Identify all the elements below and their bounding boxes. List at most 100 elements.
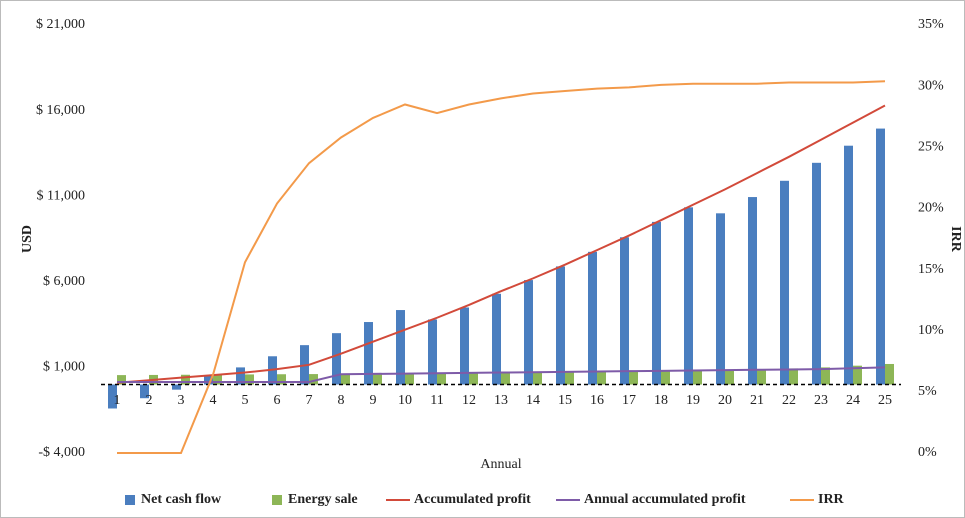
- bar: [876, 128, 885, 385]
- bar: [213, 374, 222, 385]
- line-series: [117, 80, 886, 454]
- x-tick-label: 10: [398, 393, 412, 408]
- legend-swatch: [125, 495, 135, 505]
- x-tick-label: 11: [430, 393, 443, 408]
- legend-label: Net cash flow: [141, 492, 222, 507]
- bar: [533, 372, 542, 385]
- y-tick-label: $ 16,000: [36, 103, 85, 118]
- bar: [501, 372, 510, 385]
- x-tick-label: 12: [462, 393, 476, 408]
- line-series: [116, 104, 886, 384]
- y2-tick-label: 10%: [918, 323, 944, 338]
- x-tick-label: 8: [338, 393, 345, 408]
- bar: [725, 369, 734, 385]
- bar: [181, 374, 190, 385]
- x-tick-label: 16: [590, 393, 604, 408]
- bar: [437, 373, 446, 385]
- bar: [885, 363, 894, 385]
- bar: [716, 213, 725, 385]
- y2-tick-label: 20%: [918, 201, 944, 216]
- legend-label: Energy sale: [288, 492, 358, 507]
- bar: [588, 251, 597, 385]
- bar: [693, 370, 702, 385]
- x-axis-title: Annual: [480, 457, 521, 472]
- x-tick-label: 9: [370, 393, 377, 408]
- y2-axis-title: IRR: [948, 226, 963, 253]
- x-tick-label: 5: [242, 393, 249, 408]
- x-tick-label: 21: [750, 393, 764, 408]
- x-tick-label: 3: [178, 393, 185, 408]
- bar: [492, 293, 501, 385]
- y-tick-label: -$ 4,000: [38, 445, 85, 460]
- bar: [844, 145, 853, 385]
- y2-tick-label: 35%: [918, 17, 944, 32]
- line-series: [117, 366, 886, 383]
- bar: [629, 371, 638, 385]
- x-tick-label: 22: [782, 393, 796, 408]
- bar: [245, 374, 254, 385]
- bar: [108, 384, 117, 409]
- bar: [757, 369, 766, 385]
- bar: [117, 375, 126, 385]
- bar: [236, 367, 245, 385]
- legend-swatch: [272, 495, 282, 505]
- y-tick-label: $ 21,000: [36, 17, 85, 32]
- y2-tick-label: 30%: [918, 78, 944, 93]
- y2-tick-label: 15%: [918, 262, 944, 277]
- x-tick-label: 2: [146, 393, 153, 408]
- bar: [620, 237, 629, 385]
- bar: [565, 372, 574, 385]
- bar: [652, 221, 661, 385]
- bar: [556, 266, 565, 385]
- y2-tick-label: 25%: [918, 140, 944, 155]
- bar: [277, 374, 286, 385]
- x-tick-label: 17: [622, 393, 636, 408]
- bar: [853, 365, 862, 385]
- legend-label: Accumulated profit: [414, 492, 531, 507]
- x-tick-label: 14: [526, 393, 540, 408]
- bar: [460, 307, 469, 385]
- bar: [364, 322, 373, 385]
- x-tick-label: 6: [274, 393, 281, 408]
- bar: [469, 373, 478, 385]
- bar: [140, 384, 149, 399]
- y-tick-label: $ 6,000: [43, 274, 85, 289]
- bar: [661, 370, 670, 385]
- x-tick-label: 1: [114, 393, 121, 408]
- bar: [405, 373, 414, 385]
- bar: [309, 374, 318, 385]
- bar: [597, 371, 606, 385]
- x-tick-label: 19: [686, 393, 700, 408]
- x-tick-label: 7: [306, 393, 313, 408]
- y-tick-label: $ 1,000: [43, 360, 85, 375]
- x-tick-label: 18: [654, 393, 668, 408]
- y-axis-title: USD: [20, 225, 35, 253]
- bar: [821, 367, 830, 385]
- y2-tick-label: 5%: [918, 384, 937, 399]
- x-tick-label: 24: [846, 393, 860, 408]
- y2-tick-label: 0%: [918, 445, 937, 460]
- bar: [748, 197, 757, 385]
- bar: [684, 207, 693, 385]
- bar: [812, 162, 821, 385]
- bar: [780, 180, 789, 385]
- x-tick-label: 4: [210, 393, 217, 408]
- x-tick-label: 15: [558, 393, 572, 408]
- bar: [789, 368, 798, 385]
- legend-label: Annual accumulated profit: [584, 492, 746, 507]
- y-tick-label: $ 11,000: [37, 188, 85, 203]
- legend-label: IRR: [818, 492, 845, 507]
- bar: [204, 375, 213, 385]
- bar: [332, 333, 341, 385]
- x-tick-label: 13: [494, 393, 508, 408]
- x-tick-label: 20: [718, 393, 732, 408]
- bar: [172, 384, 181, 390]
- bar: [428, 319, 437, 385]
- bar: [524, 280, 533, 385]
- bar: [341, 373, 350, 385]
- x-tick-label: 25: [878, 393, 892, 408]
- bar: [396, 310, 405, 385]
- bar: [373, 373, 382, 385]
